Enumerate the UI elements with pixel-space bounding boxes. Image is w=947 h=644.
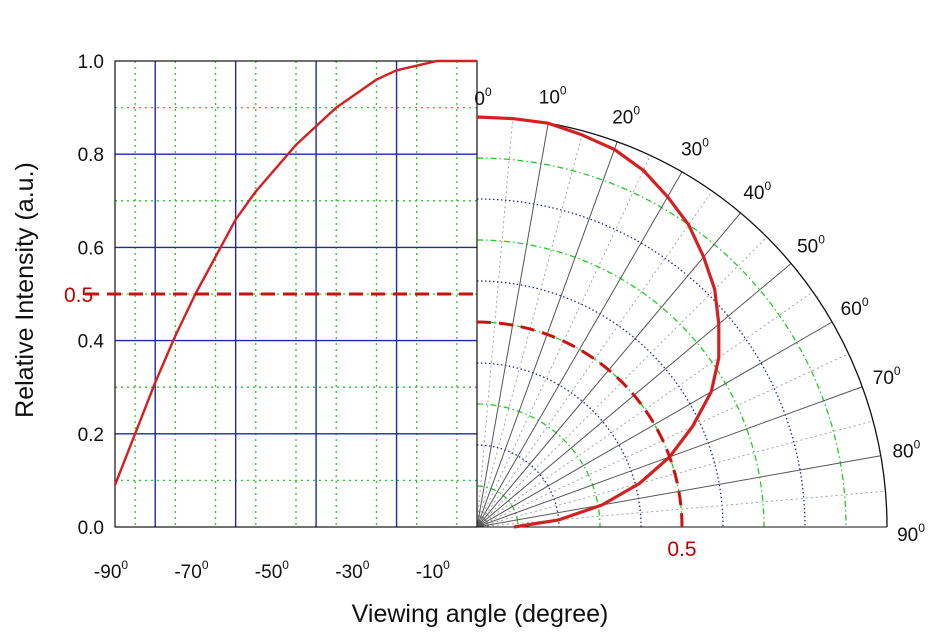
y-tick-label: 0.0 xyxy=(78,518,104,539)
polar-layer xyxy=(476,116,888,528)
polar-angle-label: 900 xyxy=(897,521,925,546)
y-tick-label: 0.8 xyxy=(78,145,104,166)
polar-minor-arc xyxy=(476,403,601,528)
half-intensity-left-label: 0.5 xyxy=(64,284,93,307)
polar-major-arc xyxy=(476,362,642,528)
polar-angle-label: 400 xyxy=(743,179,771,204)
data-layer xyxy=(85,59,721,529)
polar-minor-spoke xyxy=(476,490,886,528)
half-intensity-arc xyxy=(476,320,684,528)
y-tick-label: 1.0 xyxy=(78,52,104,73)
y-axis-label: Relative Intensity (a.u.) xyxy=(11,162,39,418)
polar-angle-label: 200 xyxy=(612,103,640,128)
polar-angle-label: 800 xyxy=(892,437,920,462)
x-tick-label: -300 xyxy=(335,558,369,583)
x-tick-label: -900 xyxy=(94,558,128,583)
polar-minor-spoke xyxy=(476,190,713,528)
y-tick-label: 0.6 xyxy=(78,238,104,259)
polar-minor-spoke xyxy=(476,291,814,528)
y-tick-label: 0.4 xyxy=(78,332,105,353)
x-tick-label: -700 xyxy=(174,558,208,583)
polar-angle-label: 500 xyxy=(797,233,825,258)
polar-angle-label: 100 xyxy=(539,84,567,109)
polar-spoke xyxy=(476,321,833,528)
x-axis-label: Viewing angle (degree) xyxy=(352,600,609,628)
polar-outer-arc xyxy=(476,116,888,528)
half-intensity-bottom-label: 0.5 xyxy=(667,538,696,561)
polar-minor-spoke xyxy=(476,118,514,528)
x-tick-label: -500 xyxy=(255,558,289,583)
polar-angle-label: 300 xyxy=(681,135,709,160)
polar-major-arc xyxy=(476,198,806,528)
x-tick-label: -100 xyxy=(416,558,450,583)
label-layer: 0.0 0.2 0.4 0.6 0.8 1.0 -900 -700 -500 -300 -100 00… xyxy=(64,52,925,583)
polar-angle-label: 00 xyxy=(474,85,492,110)
intensity-curve-polar xyxy=(476,115,721,529)
polar-angle-label: 600 xyxy=(841,295,869,320)
y-tick-label: 0.2 xyxy=(78,425,104,446)
polar-minor-arc xyxy=(476,157,847,528)
polar-spoke xyxy=(476,171,683,528)
polar-angle-label: 700 xyxy=(873,364,901,389)
